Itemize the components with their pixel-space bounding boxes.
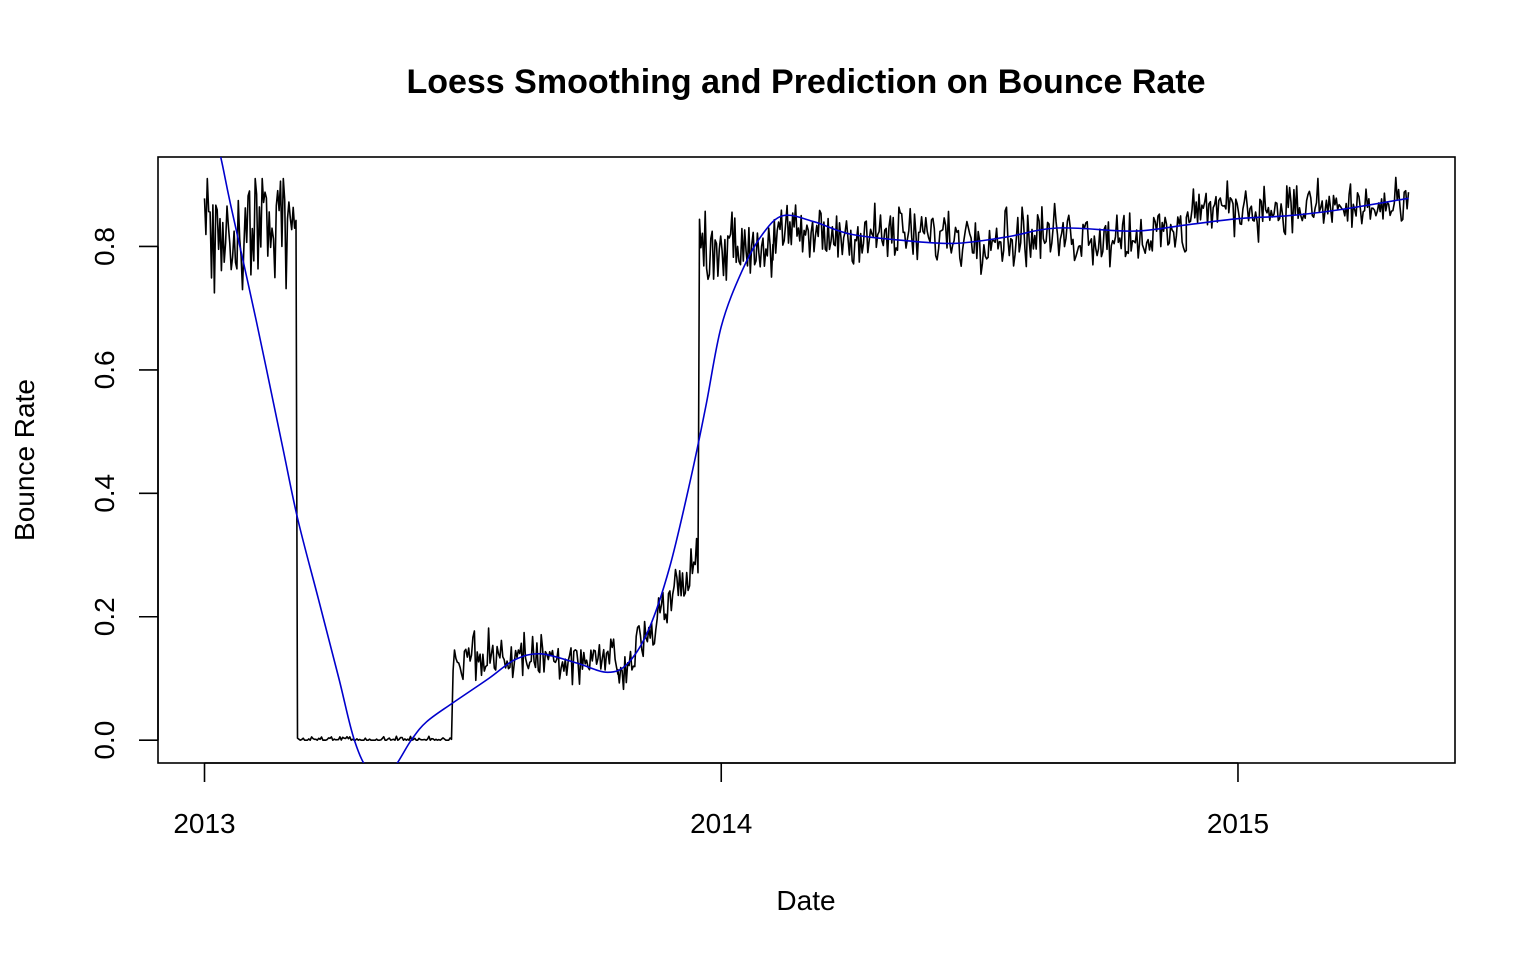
series-layer [203,157,1410,763]
x-tick-label: 2013 [173,808,235,839]
x-tick-label: 2015 [1207,808,1269,839]
y-tick-label: 0.6 [89,350,120,389]
x-axis: 2013 2014 2015 [173,762,1269,839]
loess-smooth-line [219,157,1409,763]
y-tick-label: 0.4 [89,474,120,513]
chart-title: Loess Smoothing and Prediction on Bounce… [406,63,1205,101]
x-tick-label: 2014 [690,808,752,839]
y-tick-label: 0.0 [89,721,120,760]
x-axis-label: Date [776,885,835,916]
y-tick-label: 0.2 [89,597,120,636]
y-axis: 0.0 0.2 0.4 0.6 0.8 [89,227,159,760]
plot-frame [157,156,1456,764]
raw-bounce-rate-line [203,176,1410,742]
y-axis-label: Bounce Rate [9,379,40,541]
y-tick-label: 0.8 [89,227,120,266]
